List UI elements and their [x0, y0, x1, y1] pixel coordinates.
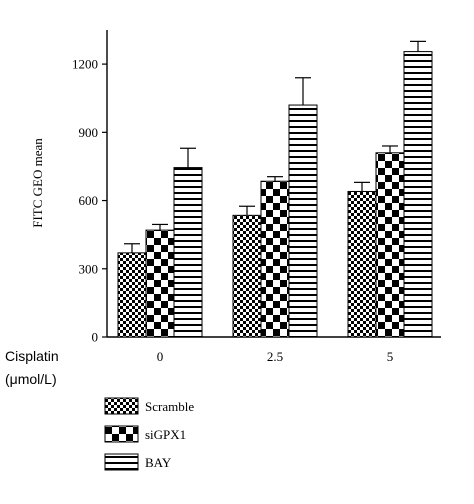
x-axis-title-line1: Cisplatin: [5, 348, 59, 364]
y-tick-label: 600: [79, 193, 99, 208]
x-category-labels: 0 2.5 5: [157, 349, 394, 364]
bar-sigpx1-0: [145, 229, 175, 338]
bar-scramble-2.5: [232, 214, 262, 338]
bar-sigpx1-2.5: [260, 180, 290, 338]
legend-label-scramble: Scramble: [145, 399, 194, 414]
bars: [117, 40, 433, 338]
legend-label-bay: BAY: [145, 455, 172, 470]
bar-scramble-5: [347, 190, 377, 338]
y-axis-title: FITC GEO mean: [30, 138, 45, 228]
y-tick-label: 900: [79, 125, 99, 140]
y-ticks: 0 300 600 900 1200: [72, 57, 107, 345]
bar-scramble-0: [117, 252, 147, 338]
bar-sigpx1-5: [375, 152, 405, 338]
y-tick-label: 300: [79, 261, 99, 276]
bar-bay-2.5: [288, 104, 318, 338]
legend-swatch-bay: [104, 453, 139, 471]
x-category-label: 0: [157, 349, 164, 364]
x-axis-title-line2: (μmol/L): [5, 371, 57, 387]
legend-swatch-scramble: [104, 397, 139, 415]
x-category-label: 5: [387, 349, 394, 364]
legend-swatch-sigpx1: [104, 425, 139, 443]
x-category-label: 2.5: [267, 349, 283, 364]
y-tick-label: 1200: [72, 57, 98, 72]
bar-bay-5: [403, 51, 433, 338]
legend-label-sigpx1: siGPX1: [145, 427, 186, 442]
y-tick-label: 0: [92, 330, 99, 345]
legend: Scramble siGPX1 BAY: [104, 397, 194, 471]
bar-bay-0: [173, 167, 203, 338]
